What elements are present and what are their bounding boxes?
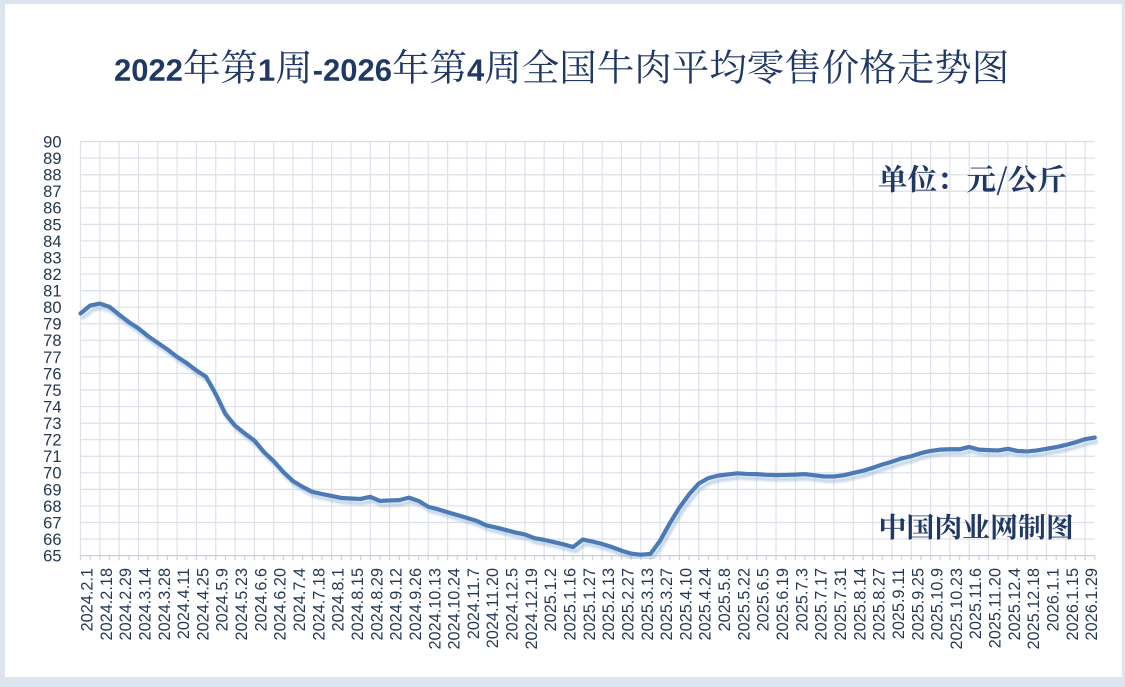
svg-text:2024.8.29: 2024.8.29 xyxy=(368,568,386,640)
svg-text:2025.11.6: 2025.11.6 xyxy=(967,568,985,639)
svg-text:82: 82 xyxy=(43,266,61,284)
svg-text:69: 69 xyxy=(43,481,61,499)
svg-text:2025.2.27: 2025.2.27 xyxy=(619,568,637,640)
svg-text:2025.6.5: 2025.6.5 xyxy=(755,568,773,631)
svg-text:2025.3.13: 2025.3.13 xyxy=(639,568,657,640)
svg-text:2025.3.27: 2025.3.27 xyxy=(658,568,676,640)
svg-text:2024.11.20: 2024.11.20 xyxy=(484,568,502,648)
svg-text:2024.9.26: 2024.9.26 xyxy=(407,568,425,640)
svg-text:68: 68 xyxy=(43,498,61,516)
svg-text:2024.10.13: 2024.10.13 xyxy=(426,568,444,650)
svg-text:2024.10.24: 2024.10.24 xyxy=(446,568,464,650)
svg-text:85: 85 xyxy=(43,216,61,234)
svg-text:2025.5.8: 2025.5.8 xyxy=(716,568,734,631)
svg-text:86: 86 xyxy=(43,200,61,218)
svg-text:2024.8.1: 2024.8.1 xyxy=(330,568,348,631)
svg-text:80: 80 xyxy=(43,299,61,317)
svg-text:84: 84 xyxy=(43,233,61,251)
svg-text:2024.2.29: 2024.2.29 xyxy=(117,568,135,640)
svg-text:2025.2.13: 2025.2.13 xyxy=(600,568,618,640)
svg-text:2025.7.3: 2025.7.3 xyxy=(793,568,811,631)
svg-text:79: 79 xyxy=(43,316,61,334)
svg-text:2025.4.10: 2025.4.10 xyxy=(677,568,695,640)
svg-text:2025.12.4: 2025.12.4 xyxy=(1006,568,1024,640)
svg-text:87: 87 xyxy=(43,183,61,201)
svg-text:2026.1.1: 2026.1.1 xyxy=(1045,568,1063,631)
svg-text:2024.12.5: 2024.12.5 xyxy=(504,568,522,640)
svg-text:2025.9.25: 2025.9.25 xyxy=(909,568,927,640)
svg-text:2025.4.24: 2025.4.24 xyxy=(697,568,715,640)
svg-text:2025.8.27: 2025.8.27 xyxy=(871,568,889,640)
svg-text:78: 78 xyxy=(43,332,61,350)
svg-text:2025.1.16: 2025.1.16 xyxy=(562,568,580,640)
svg-text:2025.10.23: 2025.10.23 xyxy=(948,568,966,650)
svg-text:2024.2.1: 2024.2.1 xyxy=(79,568,97,631)
svg-text:72: 72 xyxy=(43,432,61,450)
svg-text:2024.2.18: 2024.2.18 xyxy=(98,568,116,640)
svg-text:89: 89 xyxy=(43,150,61,168)
svg-text:77: 77 xyxy=(43,349,61,367)
svg-text:2025.7.31: 2025.7.31 xyxy=(832,568,850,640)
svg-text:66: 66 xyxy=(43,531,61,549)
svg-text:70: 70 xyxy=(43,465,61,483)
svg-text:2024.5.9: 2024.5.9 xyxy=(214,568,232,631)
svg-text:2024.11.7: 2024.11.7 xyxy=(465,568,483,639)
svg-text:2025.5.22: 2025.5.22 xyxy=(735,568,753,640)
svg-text:2024.7.18: 2024.7.18 xyxy=(310,568,328,640)
svg-text:2025.10.9: 2025.10.9 xyxy=(929,568,947,640)
svg-text:65: 65 xyxy=(43,548,61,566)
svg-text:2024.3.28: 2024.3.28 xyxy=(156,568,174,640)
svg-text:75: 75 xyxy=(43,382,61,400)
svg-text:2025.9.11: 2025.9.11 xyxy=(890,568,908,639)
svg-text:76: 76 xyxy=(43,365,61,383)
svg-text:73: 73 xyxy=(43,415,61,433)
svg-text:88: 88 xyxy=(43,167,61,185)
svg-text:2024.4.11: 2024.4.11 xyxy=(175,568,193,639)
svg-text:83: 83 xyxy=(43,249,61,267)
svg-text:2025.11.20: 2025.11.20 xyxy=(987,568,1005,648)
svg-text:2025.1.2: 2025.1.2 xyxy=(542,568,560,631)
svg-text:2024.4.25: 2024.4.25 xyxy=(194,568,212,640)
svg-text:90: 90 xyxy=(43,134,61,152)
svg-text:2025.1.27: 2025.1.27 xyxy=(581,568,599,640)
svg-text:2024.12.19: 2024.12.19 xyxy=(523,568,541,650)
svg-text:74: 74 xyxy=(43,398,61,416)
svg-text:81: 81 xyxy=(43,283,61,301)
svg-text:2025.7.17: 2025.7.17 xyxy=(813,568,831,640)
svg-text:2026.1.15: 2026.1.15 xyxy=(1064,568,1082,640)
svg-text:2024.6.20: 2024.6.20 xyxy=(272,568,290,640)
svg-text:2024.7.4: 2024.7.4 xyxy=(291,568,309,631)
svg-text:2024.8.15: 2024.8.15 xyxy=(349,568,367,640)
svg-text:2024.6.6: 2024.6.6 xyxy=(252,568,270,631)
svg-text:2024.9.12: 2024.9.12 xyxy=(388,568,406,640)
svg-text:2024.5.23: 2024.5.23 xyxy=(233,568,251,640)
svg-text:2025.6.19: 2025.6.19 xyxy=(774,568,792,640)
svg-text:2026.1.29: 2026.1.29 xyxy=(1083,568,1101,640)
svg-text:2025.12.18: 2025.12.18 xyxy=(1025,568,1043,650)
svg-text:67: 67 xyxy=(43,514,61,532)
svg-text:2024.3.14: 2024.3.14 xyxy=(136,568,154,640)
svg-text:2025.8.14: 2025.8.14 xyxy=(851,568,869,640)
svg-text:71: 71 xyxy=(43,448,61,466)
